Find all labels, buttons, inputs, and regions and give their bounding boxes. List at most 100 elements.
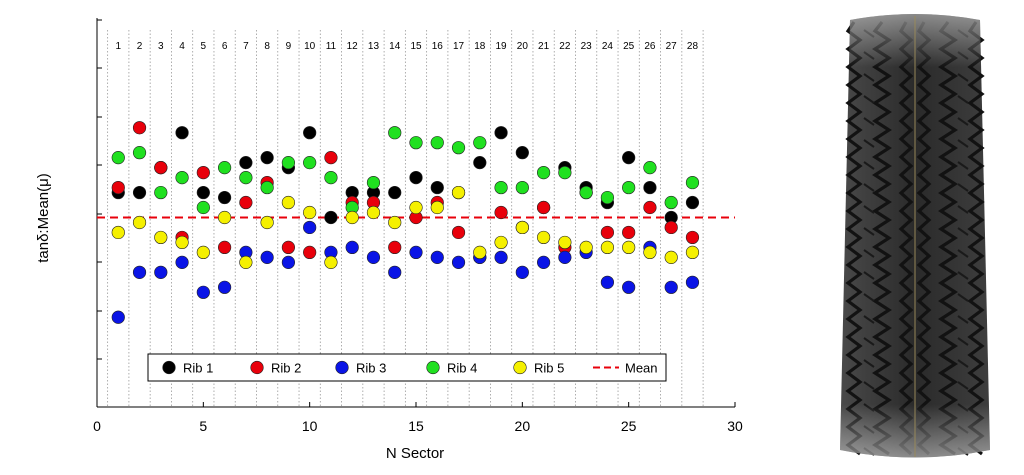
point-rib-5: [218, 210, 232, 225]
point-rib-2: [643, 200, 657, 215]
point-rib-5: [132, 215, 147, 230]
point-rib-4: [664, 195, 678, 210]
point-rib-4: [303, 156, 317, 170]
point-rib-4: [685, 175, 700, 190]
sector-label: 21: [538, 41, 550, 52]
point-rib-3: [260, 250, 274, 264]
point-rib-5: [451, 185, 466, 200]
sector-label: 28: [687, 41, 699, 52]
point-rib-4: [473, 136, 487, 150]
sector-label: 15: [410, 41, 422, 52]
point-rib-4: [196, 200, 210, 215]
point-rib-1: [388, 185, 402, 200]
sector-label: 14: [389, 41, 401, 52]
point-rib-1: [494, 126, 508, 140]
point-rib-4: [430, 136, 444, 150]
sector-label: 1: [115, 41, 121, 52]
point-rib-5: [175, 235, 189, 250]
point-rib-1: [622, 151, 636, 165]
point-rib-4: [515, 180, 529, 195]
legend-label: Rib 2: [271, 361, 301, 376]
point-rib-1: [239, 156, 253, 170]
point-rib-1: [515, 146, 529, 160]
x-tick-label: 20: [515, 418, 531, 434]
point-rib-3: [154, 265, 168, 279]
point-rib-5: [409, 200, 423, 215]
point-rib-2: [536, 200, 551, 215]
point-rib-1: [409, 170, 423, 185]
sector-label: 7: [243, 41, 249, 52]
point-rib-4: [366, 175, 381, 190]
point-rib-5: [388, 215, 402, 230]
sector-label: 19: [496, 41, 508, 52]
y-axis-label: tanδ:Mean(μ): [35, 173, 52, 263]
point-rib-2: [622, 225, 636, 240]
tire-tread-image: [840, 14, 990, 458]
point-rib-3: [132, 265, 147, 279]
legend: Rib 1 Rib 2 Rib 3 Rib 4 Rib 5 Mean: [147, 353, 667, 382]
point-rib-5: [558, 235, 572, 250]
point-rib-4: [239, 170, 253, 185]
sector-label: 6: [222, 41, 228, 52]
sector-label: 10: [304, 41, 316, 52]
legend-label: Rib 5: [534, 361, 564, 376]
point-rib-2: [664, 220, 678, 235]
point-rib-5: [239, 255, 253, 269]
point-rib-1: [430, 180, 444, 195]
sector-label: 17: [453, 41, 465, 52]
point-rib-2: [600, 225, 615, 240]
point-rib-2: [388, 240, 402, 255]
point-rib-3: [218, 280, 232, 294]
sector-label: 5: [201, 41, 207, 52]
point-rib-3: [451, 255, 466, 269]
data-points: [111, 121, 700, 324]
point-rib-3: [494, 250, 508, 264]
point-rib-4: [558, 166, 572, 180]
point-rib-3: [303, 220, 317, 235]
point-rib-3: [515, 265, 529, 279]
point-rib-5: [196, 245, 210, 259]
point-rib-5: [600, 240, 615, 255]
point-rib-2: [111, 180, 125, 195]
x-tick-label: 5: [199, 418, 207, 434]
point-rib-5: [430, 200, 444, 215]
point-rib-1: [175, 126, 189, 140]
point-rib-4: [600, 190, 615, 205]
legend-box: [147, 353, 667, 382]
point-rib-1: [303, 126, 317, 140]
legend-marker: [250, 360, 264, 375]
point-rib-4: [154, 185, 168, 200]
point-rib-4: [132, 146, 147, 160]
sector-label: 23: [581, 41, 593, 52]
x-tick-label: 15: [408, 418, 424, 434]
point-rib-5: [515, 220, 529, 235]
point-rib-5: [303, 205, 317, 220]
sector-label: 26: [644, 41, 656, 52]
point-rib-4: [388, 126, 402, 140]
point-rib-3: [430, 250, 444, 264]
point-rib-3: [536, 255, 551, 269]
point-rib-3: [664, 280, 678, 294]
point-rib-3: [345, 240, 359, 255]
point-rib-4: [218, 161, 232, 175]
x-tick-label: 25: [621, 418, 637, 434]
point-rib-5: [664, 250, 678, 264]
scatter-chart: 1 2 3 4 5 6 7 8 9 10 11 12 13 14 15 16 17 18 19 20 21 22 23 24 2…: [35, 18, 743, 462]
point-rib-2: [303, 245, 317, 259]
legend-label: Mean: [625, 361, 658, 376]
point-rib-3: [558, 250, 572, 264]
point-rib-2: [196, 166, 210, 180]
legend-marker: [513, 360, 527, 375]
legend-label: Rib 4: [447, 361, 477, 376]
point-rib-5: [366, 205, 381, 220]
sector-label: 2: [137, 41, 143, 52]
point-rib-2: [281, 240, 296, 255]
sector-label: 9: [286, 41, 292, 52]
point-rib-4: [324, 170, 338, 185]
point-rib-4: [175, 170, 189, 185]
point-rib-1: [218, 190, 232, 205]
point-rib-4: [643, 161, 657, 175]
point-rib-3: [600, 275, 615, 289]
point-rib-5: [579, 240, 593, 255]
point-rib-2: [132, 121, 147, 135]
